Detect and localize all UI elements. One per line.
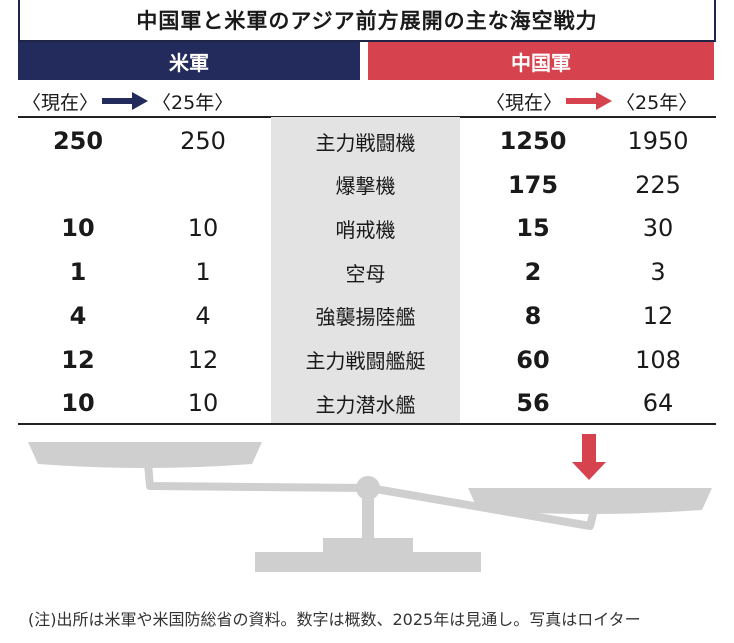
category-label: 主力潜水艦 bbox=[315, 392, 416, 417]
chart-title: 中国軍と米軍のアジア前方展開の主な海空戦力 bbox=[18, 0, 716, 42]
china-header: 中国軍 bbox=[368, 42, 714, 80]
us-now-value: 10 bbox=[61, 389, 95, 418]
scale-post bbox=[362, 490, 374, 548]
us-2025-value: 250 bbox=[180, 127, 226, 155]
china-2025-value: 30 bbox=[642, 214, 674, 243]
table-row: 爆撃機 175 225 bbox=[18, 163, 716, 207]
category-label: 爆撃機 bbox=[335, 174, 396, 199]
china-header-label: 中国軍 bbox=[511, 50, 571, 75]
us-header-label: 米軍 bbox=[169, 50, 209, 75]
balance-scale-illustration bbox=[28, 434, 712, 572]
table-row: 10 10 主力潜水艦 56 64 bbox=[18, 381, 716, 425]
us-2025-value: 10 bbox=[187, 214, 219, 243]
us-2025-value: 1 bbox=[195, 258, 211, 287]
category-column-band bbox=[271, 117, 460, 424]
table-row: 1 1 空母 2 3 bbox=[18, 250, 716, 294]
table-row: 10 10 哨戒機 15 30 bbox=[18, 206, 716, 250]
china-now-value: 2 bbox=[524, 258, 542, 287]
down-arrow-icon bbox=[572, 462, 606, 480]
scale-base bbox=[255, 552, 481, 572]
china-now-value: 1250 bbox=[499, 127, 567, 155]
down-arrow-shaft bbox=[582, 434, 596, 464]
category-label: 主力戦闘機 bbox=[315, 130, 416, 155]
china-2025-value: 108 bbox=[635, 345, 681, 374]
left-pan bbox=[28, 442, 262, 468]
us-header: 米軍 bbox=[18, 42, 360, 80]
table-row: 250 250 主力戦闘機 1250 1950 bbox=[18, 119, 716, 163]
china-future-label: 〈25年〉 bbox=[616, 91, 698, 114]
table-row: 12 12 主力戦闘艦艇 60 108 bbox=[18, 338, 716, 382]
us-now-value: 1 bbox=[69, 258, 87, 287]
china-2025-value: 1950 bbox=[627, 127, 689, 155]
us-2025-value: 4 bbox=[195, 301, 211, 330]
china-now-value: 15 bbox=[516, 214, 550, 243]
us-now-value: 10 bbox=[61, 214, 95, 243]
chart-title-text: 中国軍と米軍のアジア前方展開の主な海空戦力 bbox=[136, 9, 598, 33]
us-now-value: 250 bbox=[52, 127, 104, 155]
china-2025-value: 12 bbox=[642, 301, 674, 330]
china-2025-value: 64 bbox=[642, 389, 674, 418]
us-future-label: 〈25年〉 bbox=[152, 91, 234, 114]
category-label: 主力戦闘艦艇 bbox=[305, 349, 426, 373]
us-2025-value bbox=[153, 163, 253, 207]
us-now-value: 4 bbox=[69, 301, 87, 330]
right-pan bbox=[468, 488, 712, 514]
us-legend: 〈現在〉 〈25年〉 bbox=[22, 88, 233, 114]
china-2025-value: 225 bbox=[635, 170, 681, 199]
scale-base-top bbox=[323, 538, 413, 552]
china-arrow-icon bbox=[566, 92, 613, 110]
china-now-value: 60 bbox=[516, 345, 550, 374]
us-2025-value: 10 bbox=[187, 389, 219, 418]
china-now-value: 175 bbox=[507, 170, 559, 199]
category-label: 空母 bbox=[345, 261, 386, 286]
us-2025-value: 12 bbox=[187, 345, 219, 374]
category-label: 強襲揚陸艦 bbox=[315, 305, 416, 330]
china-legend: 〈現在〉 〈25年〉 bbox=[486, 88, 697, 114]
china-now-label: 〈現在〉 bbox=[486, 91, 563, 114]
category-label: 哨戒機 bbox=[335, 217, 396, 242]
source-note: (注)出所は米軍や米国防総省の資料。数字は概数、2025年は見通し。写真はロイタ… bbox=[28, 610, 641, 629]
china-2025-value: 3 bbox=[650, 258, 666, 287]
table-row: 4 4 強襲揚陸艦 8 12 bbox=[18, 294, 716, 338]
china-now-value: 8 bbox=[524, 301, 542, 330]
us-arrow-icon bbox=[102, 92, 149, 110]
table-bottom-rule bbox=[18, 423, 716, 425]
us-now-value: 12 bbox=[61, 345, 95, 374]
china-now-value: 56 bbox=[516, 389, 550, 418]
us-now-value bbox=[28, 163, 128, 207]
us-now-label: 〈現在〉 bbox=[22, 91, 99, 114]
